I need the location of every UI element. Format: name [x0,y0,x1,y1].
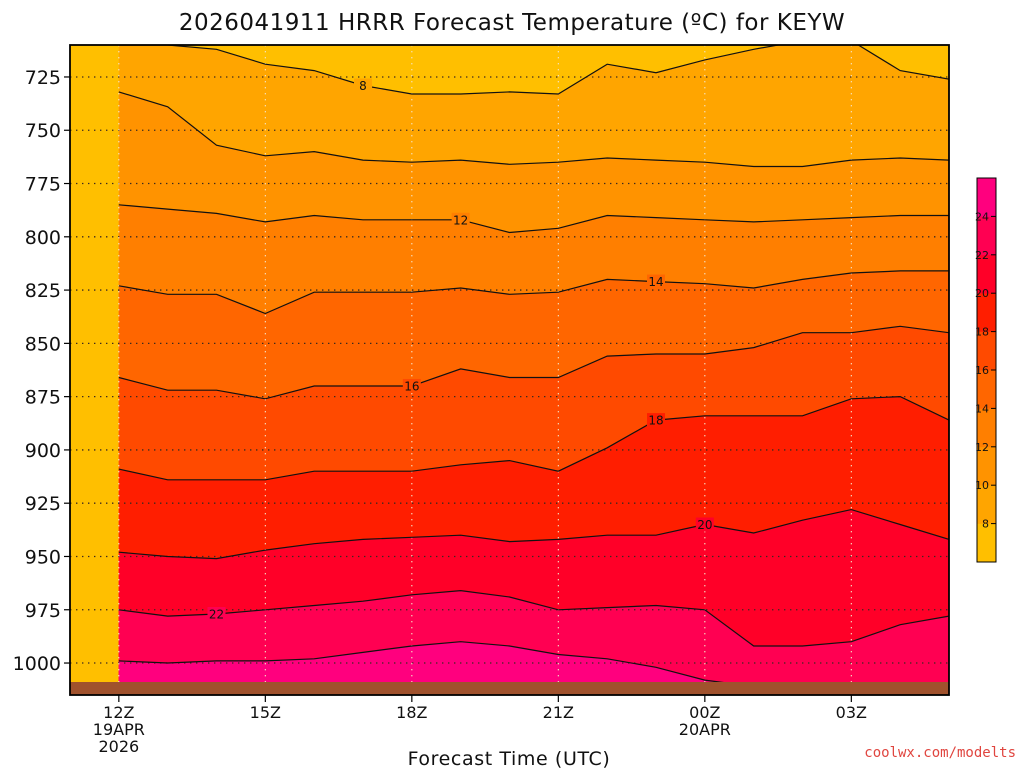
colorbar-label: 24 [975,210,989,223]
colorbar-swatch [977,216,996,256]
contour-label-bg [647,413,665,428]
contour-lines [118,45,949,690]
contour-10 [118,91,949,168]
y-tick-label: 900 [25,440,61,462]
contour-20 [118,508,949,560]
contour-label-bg [647,274,665,289]
colorbar-swatch [977,331,996,371]
contour-label-20: 20 [697,518,712,532]
contour-8 [118,45,949,95]
x-tick-label: 20APR [679,720,731,739]
temperature-bands [118,45,949,695]
plot-area [70,45,949,695]
y-tick-label: 950 [25,546,61,568]
y-tick-label: 925 [25,493,61,515]
contour-18 [118,395,949,481]
x-tick-label: 18Z [396,703,427,722]
y-axis: 725 750 775 800 825 850 875 900 925 950 975 1000 [13,67,70,675]
colorbar-swatch [977,293,996,332]
temperature-band-24 [118,641,949,695]
contour-label-14: 14 [648,275,663,289]
contour-12 [118,204,949,234]
chart-title: 2026041911 HRRR Forecast Temperature (ºC… [179,10,845,36]
contour-label-22: 22 [209,608,224,622]
x-tick-label: 12Z [103,703,134,722]
colorbar-swatch [977,446,996,486]
y-tick-label: 975 [25,600,61,622]
ground-surface [70,682,949,695]
y-tick-label: 750 [25,120,61,142]
y-tick-label: 850 [25,333,61,355]
y-tick-label: 875 [25,387,61,409]
colorbar-label: 20 [975,287,989,300]
y-tick-label: 775 [25,174,61,196]
contour-label-18: 18 [648,414,663,428]
contour-labels: 8 12 14 16 18 20 22 [207,78,714,622]
contour-label-12: 12 [453,213,468,227]
x-tick-label: 00Z [689,703,720,722]
x-tick-label: 03Z [836,703,867,722]
x-tick-label: 19APR [93,720,145,739]
contour-label-16: 16 [404,379,419,393]
colorbar-label: 10 [975,479,989,492]
x-tick-label: 2026 [98,737,139,756]
colorbar-label: 16 [975,364,989,377]
y-tick-label: 1000 [13,653,61,675]
gridlines [70,45,949,695]
contour-16 [118,325,949,400]
colorbar-swatch [977,485,996,524]
contour-label-bg [451,212,470,227]
colorbar-label: 18 [975,326,989,339]
colorbar-label: 8 [982,518,989,531]
colorbar-label: 14 [975,402,989,415]
x-tick-label: 15Z [250,703,281,722]
x-tick-label: 21Z [543,703,574,722]
colorbar-swatch [977,523,996,563]
colorbar-swatch [977,408,996,448]
colorbar-label: 22 [975,249,989,262]
contour-14 [118,270,949,315]
colorbar-label: 12 [975,441,989,454]
colorbar: 8 10 12 14 16 18 20 22 24 [975,177,997,563]
y-tick-label: 825 [25,280,61,302]
credit-text: coolwx.com/modelts [864,745,1016,761]
contour-label-bg [695,517,714,532]
contour-label-bg [354,78,372,93]
contour-label-bg [207,607,226,622]
x-axis-label: Forecast Time (UTC) [408,748,611,768]
colorbar-swatch [977,254,996,294]
contour-22 [118,589,949,647]
plot-frame [69,44,950,696]
contour-label-8: 8 [359,79,367,93]
contour-label-bg [402,378,421,393]
colorbar-swatch [977,178,996,217]
colorbar-swatch [977,370,996,409]
y-tick-label: 800 [25,227,61,249]
y-tick-label: 725 [25,67,61,89]
